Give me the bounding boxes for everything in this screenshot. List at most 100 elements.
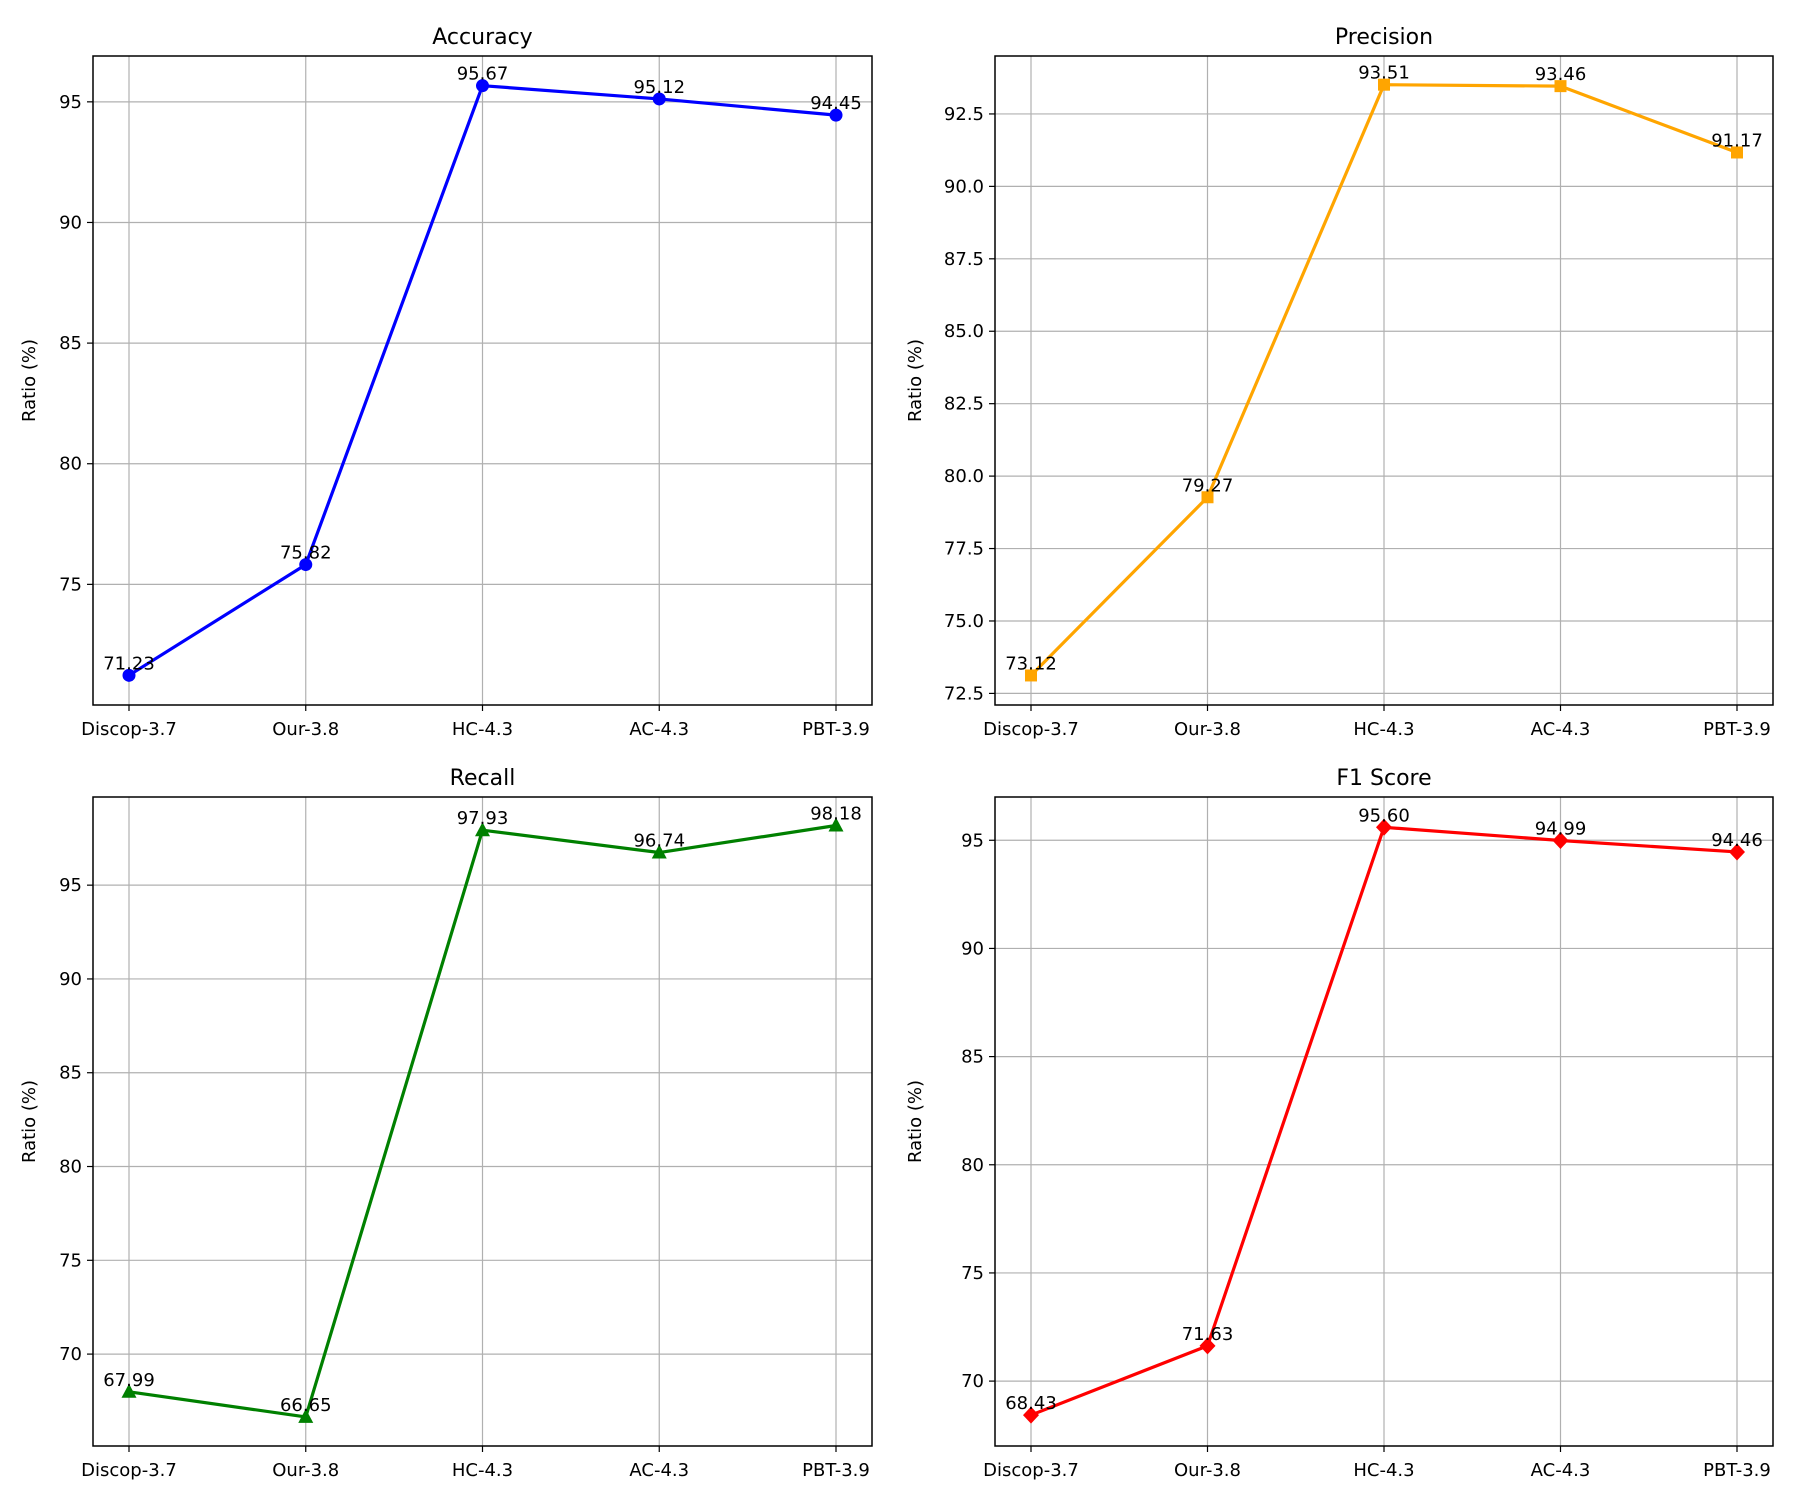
data-point	[652, 92, 666, 106]
chart-panel-4: Discop-3.7 Our-3.8 HC-4.3 AC-4.3 PBT-3.9 70 75…	[905, 766, 1774, 1481]
data-point	[828, 817, 844, 832]
y-tick-label: 82.5	[944, 394, 984, 415]
data-point	[1731, 146, 1743, 159]
y-axis-label: Ratio (%)	[19, 1080, 40, 1163]
y-tick-label: 92.5	[944, 104, 984, 125]
y-tick-label: 75	[59, 574, 82, 595]
data-label: 95.67	[457, 64, 509, 85]
data-point	[1554, 80, 1567, 93]
data-point	[1376, 818, 1392, 836]
y-tick-label: 75.0	[944, 611, 984, 632]
data-label: 66.65	[280, 1395, 332, 1416]
data-point	[1023, 1406, 1039, 1424]
y-tick-label: 80	[59, 454, 82, 475]
data-point	[1201, 491, 1214, 504]
data-label: 95.60	[1358, 805, 1410, 826]
chart-panel-3: Discop-3.7 Our-3.8 HC-4.3 AC-4.3 PBT-3.9 70 75…	[19, 766, 873, 1481]
data-point	[829, 108, 843, 122]
data-label: 93.46	[1535, 64, 1587, 85]
y-tick-label: 90.0	[944, 176, 984, 197]
y-tick-label: 75	[961, 1263, 984, 1284]
data-label: 67.99	[103, 1370, 155, 1391]
plot-frame	[994, 55, 1774, 706]
data-point	[1552, 831, 1569, 849]
data-point	[476, 79, 489, 93]
y-axis-label: Ratio (%)	[905, 339, 926, 422]
y-tick-label: 80	[961, 1155, 984, 1176]
chart-title: Recall	[450, 766, 516, 791]
y-tick-label: 85	[961, 1047, 984, 1068]
data-point	[651, 844, 667, 859]
data-label: 95.12	[633, 77, 685, 98]
x-tick-label: AC-4.3	[1531, 719, 1591, 740]
x-tick-label: Discop-3.7	[81, 1460, 177, 1481]
data-label: 97.93	[457, 808, 509, 829]
x-tick-label: PBT-3.9	[1703, 719, 1771, 740]
y-tick-label: 70	[961, 1371, 984, 1392]
data-label: 68.43	[1005, 1393, 1057, 1414]
y-tick-label: 90	[961, 938, 984, 959]
x-tick-label: Discop-3.7	[983, 719, 1079, 740]
data-point	[475, 822, 490, 837]
x-tick-label: PBT-3.9	[802, 1460, 870, 1481]
y-tick-label: 85	[59, 333, 82, 354]
y-tick-label: 95	[59, 92, 82, 113]
y-axis-label: Ratio (%)	[19, 339, 40, 422]
data-point	[298, 1408, 314, 1423]
x-tick-label: Discop-3.7	[81, 719, 177, 740]
plot-frame	[994, 796, 1774, 1447]
data-point	[1199, 1337, 1216, 1355]
data-point	[1025, 669, 1037, 682]
data-label: 98.18	[810, 804, 862, 825]
x-tick-label: HC-4.3	[1353, 719, 1414, 740]
data-label: 75.82	[280, 543, 332, 564]
data-label: 93.51	[1358, 63, 1410, 84]
y-tick-label: 80	[59, 1157, 82, 1178]
data-point	[299, 558, 313, 572]
data-label: 79.27	[1182, 475, 1234, 496]
y-tick-label: 85.0	[944, 321, 984, 342]
y-tick-label: 72.5	[944, 683, 984, 704]
chart-panel-1: Discop-3.7 Our-3.8 HC-4.3 AC-4.3 PBT-3.9 75 80…	[19, 25, 873, 740]
x-tick-label: Our-3.8	[272, 1460, 339, 1481]
data-point	[122, 668, 136, 682]
y-tick-label: 75	[59, 1250, 82, 1271]
x-tick-label: HC-4.3	[1353, 1460, 1414, 1481]
y-axis-label: Ratio (%)	[905, 1080, 926, 1163]
data-point	[1729, 843, 1745, 861]
y-tick-label: 90	[59, 212, 82, 233]
plot-frame	[92, 55, 873, 706]
data-point	[1378, 78, 1390, 91]
data-point	[121, 1383, 137, 1398]
chart-title: F1 Score	[1336, 766, 1431, 791]
data-label: 71.23	[103, 653, 155, 674]
chart-title: Accuracy	[432, 25, 532, 50]
x-tick-label: HC-4.3	[452, 719, 513, 740]
y-tick-label: 95	[961, 830, 984, 851]
x-tick-label: HC-4.3	[452, 1460, 513, 1481]
y-tick-label: 87.5	[944, 249, 984, 270]
y-tick-label: 77.5	[944, 539, 984, 560]
y-tick-label: 90	[59, 969, 82, 990]
x-tick-label: PBT-3.9	[802, 719, 870, 740]
x-tick-label: Our-3.8	[1174, 719, 1241, 740]
y-tick-label: 70	[59, 1344, 82, 1365]
data-label: 94.46	[1711, 830, 1763, 851]
x-tick-label: AC-4.3	[629, 719, 689, 740]
x-tick-label: Discop-3.7	[983, 1460, 1079, 1481]
data-label: 94.99	[1535, 818, 1587, 839]
data-label: 94.45	[810, 93, 862, 114]
data-label: 91.17	[1711, 130, 1763, 151]
x-tick-label: AC-4.3	[1531, 1460, 1591, 1481]
x-tick-label: Our-3.8	[272, 719, 339, 740]
x-tick-label: Our-3.8	[1174, 1460, 1241, 1481]
plot-frame	[92, 796, 873, 1447]
chart-title: Precision	[1335, 25, 1433, 50]
data-label: 71.63	[1182, 1324, 1234, 1345]
y-tick-label: 95	[59, 875, 82, 896]
chart-panel-2: Discop-3.7 Our-3.8 HC-4.3 AC-4.3 PBT-3.9 72.5…	[905, 25, 1774, 740]
y-tick-label: 85	[59, 1063, 82, 1084]
data-label: 96.74	[633, 831, 685, 852]
x-tick-label: AC-4.3	[629, 1460, 689, 1481]
